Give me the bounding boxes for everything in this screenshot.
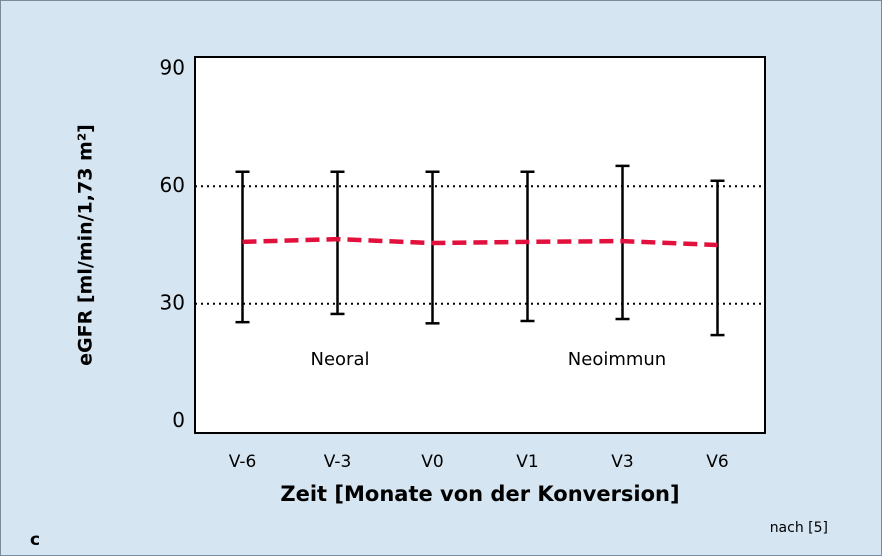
source-note: nach [5] [770, 520, 828, 536]
plot-area [194, 56, 766, 434]
panel-label: c [30, 530, 40, 550]
x-tick-label: V0 [421, 452, 443, 472]
y-tick-label: 60 [160, 173, 185, 197]
x-tick-label: V6 [706, 452, 728, 472]
y-tick-label: 0 [172, 408, 185, 432]
y-axis-label: eGFR [ml/min/1,73 m²] [75, 124, 97, 366]
x-tick-label: V-3 [324, 452, 352, 472]
x-tick-label: V3 [611, 452, 633, 472]
x-tick-label: V-6 [229, 452, 257, 472]
y-tick-label: 90 [160, 55, 185, 79]
x-axis-label: Zeit [Monate von der Konversion] [280, 482, 679, 506]
y-tick-label: 30 [160, 290, 185, 314]
mean-line [242, 236, 718, 248]
x-tick-label: V1 [516, 452, 538, 472]
annotation: Neoimmun [568, 349, 666, 370]
annotation: Neoral [311, 349, 370, 370]
